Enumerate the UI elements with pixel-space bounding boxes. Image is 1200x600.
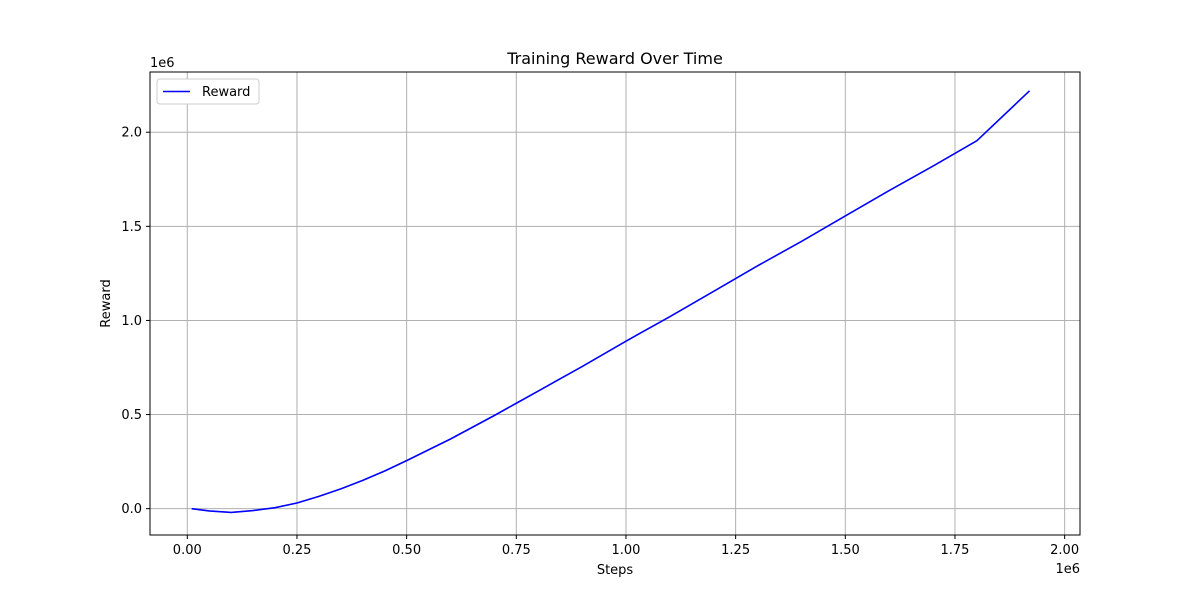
y-offset-label: 1e6: [150, 56, 175, 71]
x-tick-label: 1.50: [831, 543, 860, 558]
x-tick-label: 0.50: [392, 543, 421, 558]
y-tick-label: 0.5: [121, 408, 142, 423]
y-axis-title: Reward: [99, 279, 114, 327]
series-lines: [191, 90, 1031, 514]
legend: Reward: [156, 78, 260, 105]
y-tick-label: 1.0: [121, 314, 142, 329]
y-tick-label: 2.0: [121, 126, 142, 141]
grid-lines: [150, 72, 1080, 535]
series-line-reward: [191, 90, 1031, 514]
x-axis: 0.00 0.25 0.50 0.75 1.00 1.25 1.50 1.75 2.00: [173, 535, 1079, 558]
x-tick-label: 2.00: [1050, 543, 1079, 558]
x-tick-label: 1.00: [611, 543, 640, 558]
plot-frame: [149, 71, 1081, 536]
x-axis-title: Steps: [597, 563, 634, 578]
y-tick-label: 1.5: [121, 220, 142, 235]
x-offset-label: 1e6: [1055, 562, 1080, 577]
x-tick-label: 1.25: [721, 543, 750, 558]
x-tick-label: 0.00: [173, 543, 202, 558]
chart-title: Training Reward Over Time: [506, 49, 723, 68]
y-axis: 0.0 0.5 1.0 1.5 2.0: [121, 126, 150, 517]
x-tick-label: 0.25: [282, 543, 311, 558]
legend-label: Reward: [202, 85, 250, 100]
y-tick-label: 0.0: [121, 502, 142, 517]
x-tick-label: 0.75: [502, 543, 531, 558]
legend-box: [156, 78, 260, 105]
x-tick-label: 1.75: [940, 543, 969, 558]
